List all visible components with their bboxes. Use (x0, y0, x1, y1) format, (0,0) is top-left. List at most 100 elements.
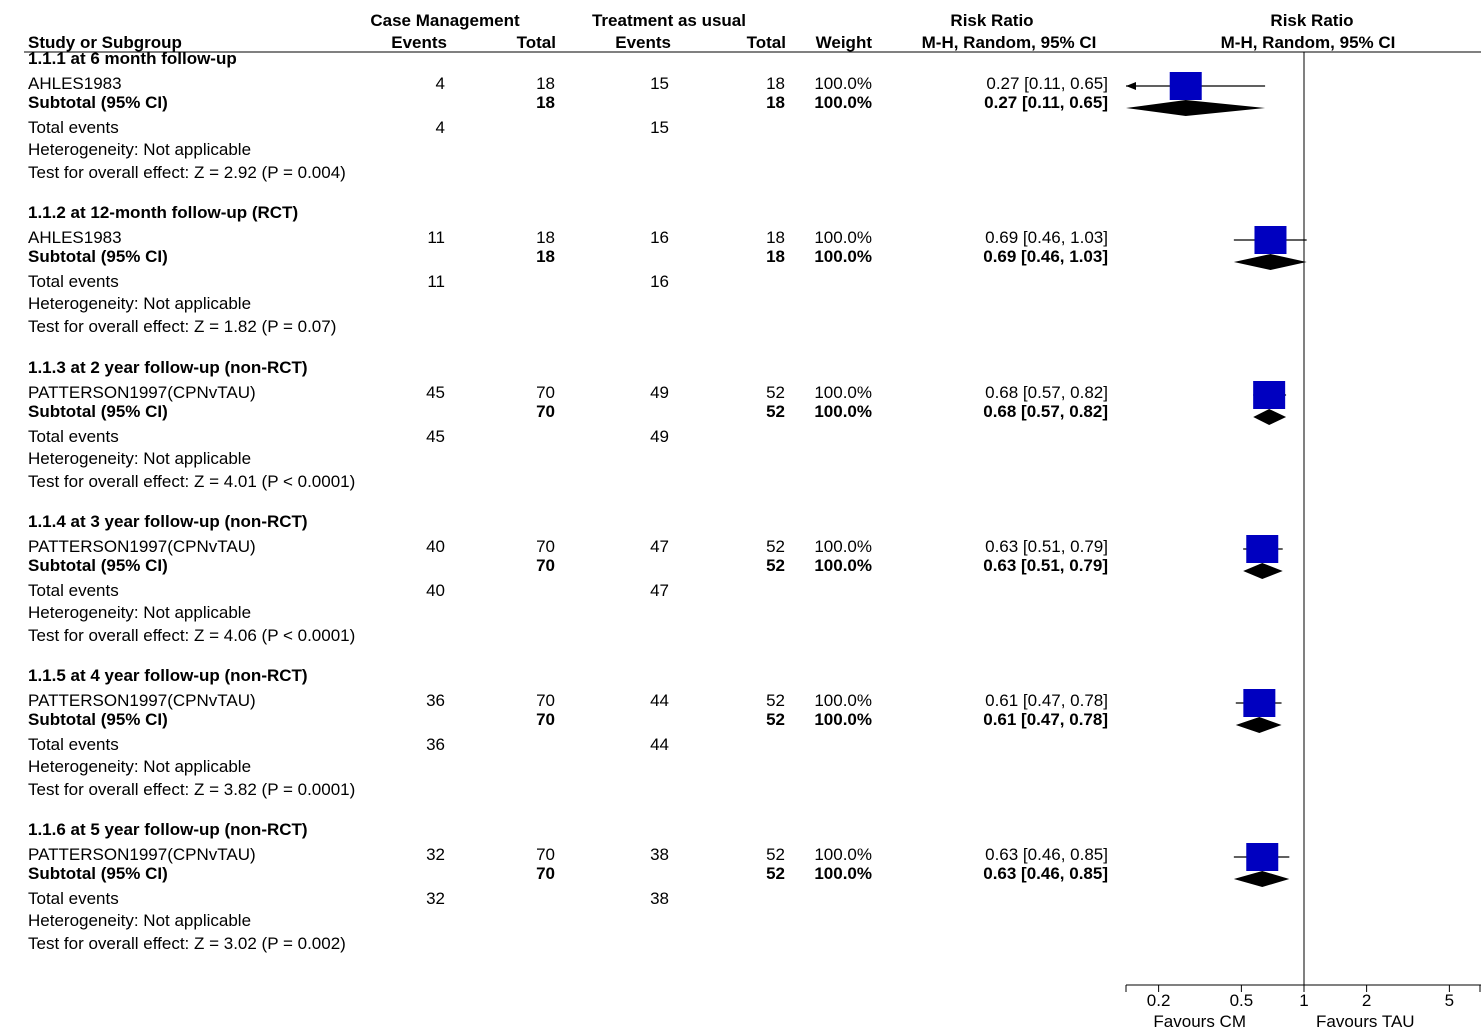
header-weight: Weight (816, 33, 873, 52)
total-events-tau: 16 (650, 272, 669, 291)
study-risk-ratio: 0.69 [0.46, 1.03] (985, 228, 1108, 247)
total-cm: 18 (536, 74, 555, 93)
study-name: PATTERSON1997(CPNvTAU) (28, 537, 256, 556)
study-marker (1246, 843, 1279, 871)
subgroup-block: 1.1.2 at 12-month follow-up (RCT) AHLES19… (28, 203, 1108, 336)
subtotal-weight: 100.0% (814, 864, 872, 883)
events-cm: 32 (426, 845, 445, 864)
overall-effect-text: Test for overall effect: Z = 2.92 (P = 0… (28, 163, 346, 182)
total-events-tau: 38 (650, 889, 669, 908)
overall-effect-text: Test for overall effect: Z = 3.02 (P = 0… (28, 934, 346, 953)
subtotal-label: Subtotal (95% CI) (28, 864, 168, 883)
subtotal-total-tau: 18 (766, 247, 785, 266)
subtotal-total-tau: 52 (766, 402, 785, 421)
subtotal-weight: 100.0% (814, 556, 872, 575)
header-rr-method: M-H, Random, 95% CI (922, 33, 1097, 52)
favours-left-label: Favours CM (1153, 1012, 1246, 1029)
total-events-tau: 44 (650, 735, 669, 754)
header-plot-method: M-H, Random, 95% CI (1221, 33, 1396, 52)
study-weight: 100.0% (814, 383, 872, 402)
study-marker (1243, 689, 1276, 717)
total-events-cm: 45 (426, 427, 445, 446)
study-risk-ratio: 0.68 [0.57, 0.82] (985, 383, 1108, 402)
total-events-cm: 4 (436, 118, 445, 137)
favours-right-label: Favours TAU (1316, 1012, 1415, 1029)
subgroup-marks (1233, 226, 1307, 270)
heterogeneity-text: Heterogeneity: Not applicable (28, 294, 251, 313)
total-events-cm: 40 (426, 581, 445, 600)
total-events-label: Total events (28, 427, 119, 446)
ci-arrow (1126, 82, 1136, 90)
events-tau: 49 (650, 383, 669, 402)
x-axis: Favours CM Favours TAU 0.2 0.5 1 2 5 (1125, 52, 1481, 1029)
subtotal-risk-ratio: 0.61 [0.47, 0.78] (983, 710, 1108, 729)
total-events-label: Total events (28, 118, 119, 137)
subgroup-title: 1.1.6 at 5 year follow-up (non-RCT) (28, 820, 308, 839)
study-name: PATTERSON1997(CPNvTAU) (28, 383, 256, 402)
events-tau: 16 (650, 228, 669, 247)
total-events-tau: 15 (650, 118, 669, 137)
subtotal-total-tau: 52 (766, 710, 785, 729)
total-cm: 70 (536, 845, 555, 864)
overall-effect-text: Test for overall effect: Z = 4.06 (P < 0… (28, 626, 355, 645)
subgroup-title: 1.1.1 at 6 month follow-up (28, 49, 237, 68)
subtotal-diamond (1253, 409, 1287, 425)
axis-tick-label: 0.2 (1147, 991, 1171, 1010)
subtotal-total-cm: 70 (536, 402, 555, 421)
events-cm: 40 (426, 537, 445, 556)
subtotal-risk-ratio: 0.63 [0.51, 0.79] (983, 556, 1108, 575)
total-events-label: Total events (28, 735, 119, 754)
subtotal-label: Subtotal (95% CI) (28, 710, 168, 729)
subtotal-total-cm: 18 (536, 247, 555, 266)
header-events-tau: Events (615, 33, 671, 52)
subtotal-total-tau: 18 (766, 93, 785, 112)
header-plot-risk-ratio: Risk Ratio (1270, 11, 1353, 30)
study-name: PATTERSON1997(CPNvTAU) (28, 691, 256, 710)
total-events-tau: 47 (650, 581, 669, 600)
subtotal-weight: 100.0% (814, 247, 872, 266)
events-cm: 36 (426, 691, 445, 710)
heterogeneity-text: Heterogeneity: Not applicable (28, 603, 251, 622)
study-name: PATTERSON1997(CPNvTAU) (28, 845, 256, 864)
events-cm: 11 (427, 228, 445, 247)
subtotal-diamond (1126, 100, 1266, 116)
subgroup-block: 1.1.5 at 4 year follow-up (non-RCT) PATTE… (28, 666, 1108, 799)
events-cm: 45 (426, 383, 445, 402)
total-events-cm: 36 (426, 735, 445, 754)
subtotal-total-tau: 52 (766, 556, 785, 575)
events-cm: 4 (436, 74, 445, 93)
header-total-cm: Total (517, 33, 556, 52)
column-headers: Case Management Treatment as usual Risk … (24, 11, 1481, 53)
subtotal-label: Subtotal (95% CI) (28, 247, 168, 266)
subtotal-risk-ratio: 0.68 [0.57, 0.82] (983, 402, 1108, 421)
events-tau: 47 (650, 537, 669, 556)
subtotal-total-cm: 70 (536, 556, 555, 575)
header-risk-ratio: Risk Ratio (950, 11, 1033, 30)
subtotal-diamond (1233, 871, 1290, 887)
subtotal-weight: 100.0% (814, 93, 872, 112)
heterogeneity-text: Heterogeneity: Not applicable (28, 140, 251, 159)
events-tau: 44 (650, 691, 669, 710)
axis-tick-label: 0.5 (1230, 991, 1254, 1010)
study-name: AHLES1983 (28, 228, 122, 247)
subgroup-title: 1.1.5 at 4 year follow-up (non-RCT) (28, 666, 308, 685)
axis-tick-label: 2 (1362, 991, 1371, 1010)
axis-tick-label: 1 (1299, 991, 1308, 1010)
study-weight: 100.0% (814, 845, 872, 864)
study-marker (1246, 535, 1279, 563)
axis-tick-label: 5 (1445, 991, 1454, 1010)
total-tau: 52 (766, 691, 785, 710)
total-events-cm: 32 (426, 889, 445, 908)
total-cm: 70 (536, 537, 555, 556)
subgroup-marks (1253, 381, 1287, 425)
total-tau: 52 (766, 537, 785, 556)
subgroup-block: 1.1.4 at 3 year follow-up (non-RCT) PATTE… (28, 512, 1108, 645)
total-cm: 18 (536, 228, 555, 247)
subtotal-total-cm: 18 (536, 93, 555, 112)
subgroup-block: 1.1.6 at 5 year follow-up (non-RCT) PATTE… (28, 820, 1108, 953)
subtotal-risk-ratio: 0.69 [0.46, 1.03] (983, 247, 1108, 266)
subtotal-label: Subtotal (95% CI) (28, 556, 168, 575)
study-weight: 100.0% (814, 228, 872, 247)
study-weight: 100.0% (814, 691, 872, 710)
subtotal-risk-ratio: 0.63 [0.46, 0.85] (983, 864, 1108, 883)
